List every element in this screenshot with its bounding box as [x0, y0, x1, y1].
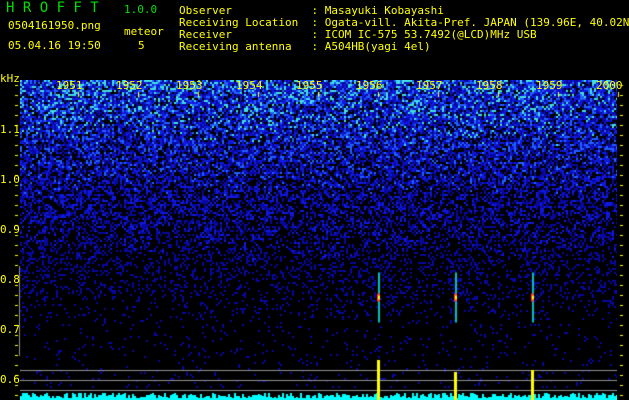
- time-label: 1956: [356, 79, 383, 92]
- time-label: 2000: [596, 79, 623, 92]
- info-row-antenna: Receiving antenna : A504HB(yagi 4el): [179, 41, 629, 53]
- app-version: 1.0.0: [124, 3, 158, 16]
- spectrogram-canvas: [20, 80, 617, 400]
- y-tick-label: 0.6: [0, 373, 20, 386]
- time-label: 1954: [236, 79, 263, 92]
- info-value: : A504HB(yagi 4el): [311, 40, 431, 53]
- filename: 0504161950.png: [8, 19, 101, 32]
- y-tick-label: 0.9: [0, 223, 20, 236]
- station-info: Observer : Masayuki Kobayashi Receiving …: [179, 5, 629, 53]
- time-label: 1951: [56, 79, 83, 92]
- time-label: 1952: [116, 79, 143, 92]
- y-tick-label: 1.1: [0, 123, 20, 136]
- time-label: 1955: [296, 79, 323, 92]
- meteor-count: 5: [138, 39, 145, 52]
- time-label: 1959: [536, 79, 563, 92]
- y-unit-label: kHz: [0, 72, 20, 85]
- time-label: 1953: [176, 79, 203, 92]
- time-label: 1958: [476, 79, 503, 92]
- meteor-label: meteor: [124, 25, 164, 38]
- y-tick-label: 0.7: [0, 323, 20, 336]
- y-tick-label: 1.0: [0, 173, 20, 186]
- time-label: 1957: [416, 79, 443, 92]
- app-title: H R O F F T: [6, 0, 99, 16]
- info-label: Receiving antenna: [179, 40, 312, 53]
- datetime: 05.04.16 19:50: [8, 39, 101, 52]
- y-tick-label: 0.8: [0, 273, 20, 286]
